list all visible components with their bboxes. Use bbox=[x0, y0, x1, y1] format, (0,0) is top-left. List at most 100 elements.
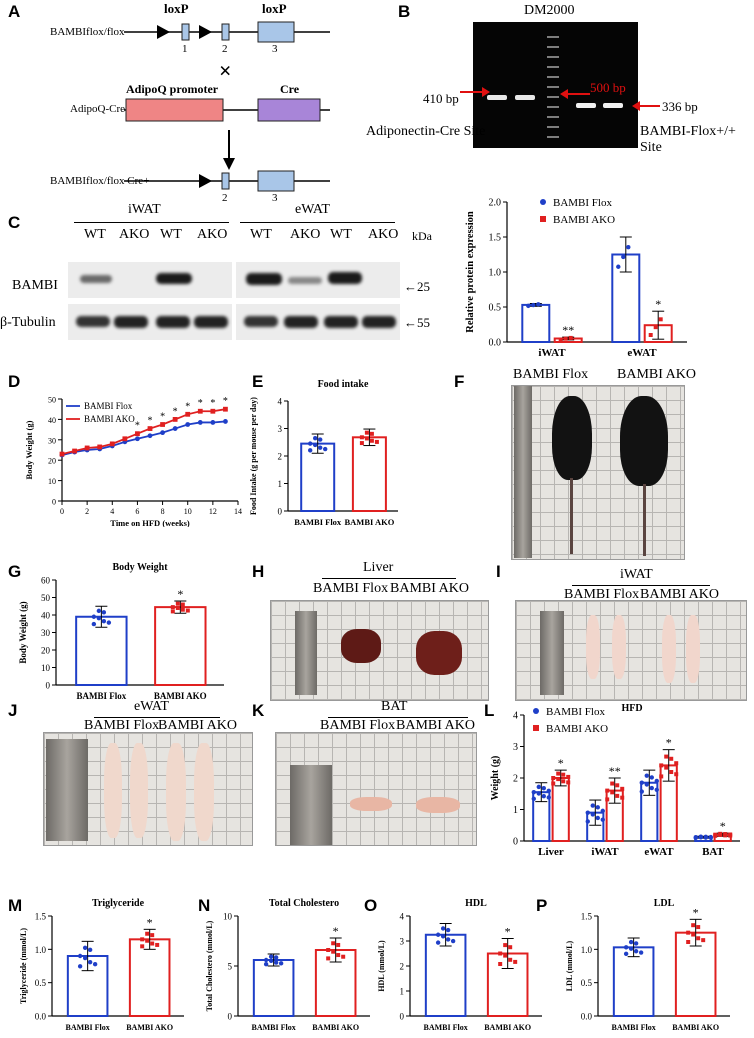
data-point bbox=[155, 942, 160, 947]
data-point bbox=[96, 608, 102, 614]
gel-band bbox=[576, 103, 596, 108]
site-label-flox: BAMBI-Flox+/+ Site bbox=[640, 124, 736, 155]
legend-marker bbox=[533, 708, 539, 714]
y-tick-label: 1 bbox=[278, 479, 283, 489]
y-tick-label: 10 bbox=[48, 477, 56, 486]
y-tick-label: 1 bbox=[513, 805, 518, 816]
significance-mark: * bbox=[147, 915, 153, 929]
row-label-bambi: BAMBI bbox=[12, 278, 58, 293]
y-tick-label: 2 bbox=[513, 774, 518, 785]
data-point bbox=[659, 763, 664, 768]
data-point bbox=[610, 781, 615, 786]
data-point bbox=[170, 609, 175, 614]
y-tick-label: 3 bbox=[400, 937, 405, 947]
data-point bbox=[686, 930, 691, 935]
significance-mark: * bbox=[173, 406, 178, 417]
data-point bbox=[654, 778, 659, 784]
y-axis-title: HDL (mmol/L) bbox=[377, 940, 386, 992]
data-point bbox=[620, 786, 625, 791]
data-point bbox=[185, 608, 190, 613]
category-label: eWAT bbox=[627, 347, 657, 359]
legend-label: BAMBI AKO bbox=[546, 723, 608, 735]
data-point bbox=[445, 937, 451, 942]
data-point bbox=[273, 960, 279, 965]
data-point bbox=[440, 934, 446, 939]
data-point bbox=[175, 605, 180, 610]
data-point bbox=[691, 923, 696, 928]
lane-label: AKO bbox=[119, 227, 150, 242]
data-point bbox=[336, 942, 341, 947]
y-tick-label: 0.0 bbox=[581, 1012, 593, 1022]
data-point bbox=[160, 430, 165, 436]
data-point bbox=[147, 433, 153, 439]
photo-k-flox-label: BAMBI Flox bbox=[320, 718, 396, 733]
bar bbox=[351, 436, 387, 512]
legend-marker bbox=[540, 216, 546, 222]
y-axis-title: Body Weight (g) bbox=[24, 420, 34, 479]
panel-label-p: P bbox=[536, 896, 548, 915]
data-point bbox=[185, 411, 191, 417]
data-point bbox=[147, 426, 153, 431]
dna-ladder bbox=[547, 28, 559, 143]
kda-label: kDa bbox=[412, 229, 432, 243]
significance-mark: * bbox=[223, 396, 228, 407]
data-point bbox=[653, 325, 658, 330]
y-tick-label: 0.0 bbox=[489, 338, 502, 349]
blot-tubulin-ewat bbox=[236, 304, 400, 340]
legend-marker bbox=[540, 199, 546, 205]
chart-m-triglyceride: 0.0 0.5 1.0 1.5 Triglyceride (mmol/L) Triglyc… bbox=[19, 898, 184, 1032]
gel-image bbox=[473, 22, 638, 148]
data-point bbox=[698, 834, 703, 839]
data-point bbox=[585, 819, 590, 824]
result-exon-2-label: 2 bbox=[222, 192, 228, 204]
data-point bbox=[308, 441, 313, 446]
x-tick-label: 10 bbox=[184, 507, 192, 516]
photo-mice bbox=[511, 385, 685, 560]
category-label: BAMBI AKO bbox=[126, 1023, 173, 1032]
y-tick-label: 0 bbox=[52, 498, 56, 507]
chart-title: HDL bbox=[465, 898, 487, 909]
category-label: iWAT bbox=[591, 846, 619, 858]
cre-label: Cre bbox=[280, 82, 300, 96]
data-point bbox=[508, 957, 513, 962]
significance-mark: * bbox=[177, 587, 183, 601]
marker-title: DM2000 bbox=[524, 3, 575, 18]
y-tick-label: 0 bbox=[46, 681, 51, 691]
data-point bbox=[561, 779, 566, 784]
y-tick-label: 3 bbox=[513, 742, 518, 753]
data-point bbox=[364, 436, 369, 441]
data-point bbox=[326, 948, 331, 952]
x-tick-label: 12 bbox=[209, 507, 217, 516]
legend-label: BAMBI Flox bbox=[553, 197, 612, 209]
chart-title: Triglyceride bbox=[92, 898, 145, 909]
mw-25-label: 25 bbox=[417, 279, 430, 294]
chart-p-ldl: 0.0 0.5 1.0 1.5 LDL (mmol/L) LDL BAMBI Flox BAM… bbox=[565, 898, 730, 1032]
x-tick-label: 0 bbox=[60, 507, 64, 516]
data-point bbox=[268, 954, 274, 959]
data-point bbox=[84, 445, 90, 451]
group-label-ewat: eWAT bbox=[295, 202, 330, 217]
chart-title: HFD bbox=[621, 703, 642, 714]
chart-n-total-cholesterol: 0 5 10 Total Cholestero (mmol/L) Total Chole… bbox=[205, 898, 370, 1032]
data-point bbox=[718, 831, 723, 836]
data-point bbox=[313, 442, 318, 448]
significance-mark: * bbox=[160, 412, 165, 423]
data-point bbox=[595, 815, 600, 821]
bar bbox=[154, 606, 207, 686]
y-tick-label: 1.5 bbox=[581, 912, 593, 922]
data-point bbox=[87, 947, 93, 953]
data-point bbox=[696, 936, 701, 941]
y-tick-label: 2.0 bbox=[489, 198, 502, 209]
x-tick-label: 4 bbox=[110, 507, 114, 516]
promoter-label: AdipoQ promoter bbox=[126, 82, 219, 96]
data-point bbox=[318, 445, 323, 450]
y-axis-title: Relative protein expression bbox=[465, 211, 476, 333]
category-label: BAT bbox=[702, 846, 724, 858]
data-point bbox=[536, 302, 541, 307]
data-point bbox=[369, 438, 374, 443]
significance-mark: * bbox=[666, 736, 672, 750]
photo-h-title: Liver bbox=[363, 560, 394, 575]
y-tick-label: 30 bbox=[41, 628, 51, 638]
data-point bbox=[82, 945, 88, 950]
data-point bbox=[185, 422, 191, 427]
